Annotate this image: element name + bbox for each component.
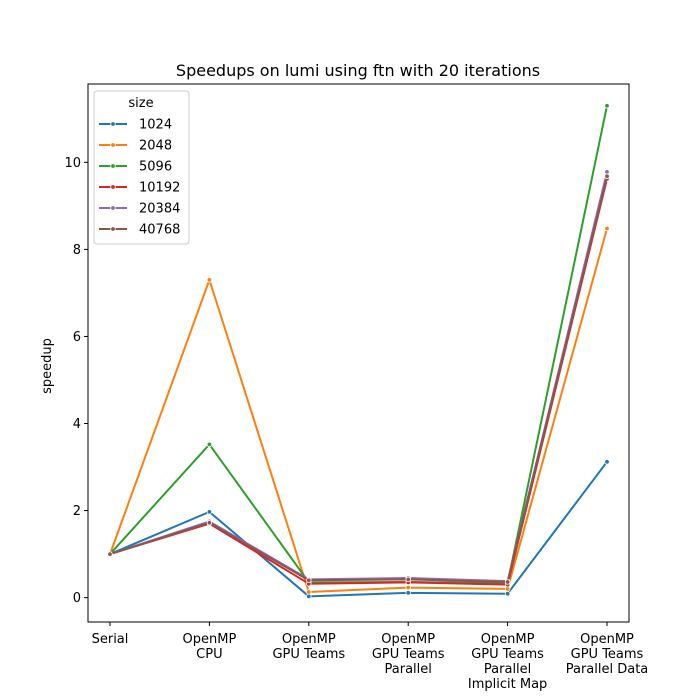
y-tick-label: 4	[73, 417, 81, 432]
legend-entry: 2048	[99, 139, 172, 154]
data-point	[405, 576, 411, 583]
data-point	[604, 459, 610, 465]
legend-swatch-marker	[110, 205, 116, 211]
legend-swatch-marker	[110, 142, 116, 148]
x-tick-label-line: OpenMP	[183, 632, 237, 647]
x-tick-label: OpenMP GPU Teams Parallel Implicit Map	[468, 632, 547, 692]
legend-swatch-marker	[110, 121, 116, 127]
legend-label: 20384	[139, 202, 180, 217]
data-point	[107, 551, 113, 557]
series-40768	[107, 173, 610, 585]
data-point	[306, 577, 312, 583]
x-tick-label: OpenMP GPU Teams	[272, 632, 345, 662]
data-point	[206, 520, 213, 526]
series-2048	[107, 225, 610, 595]
y-axis-label: speedup	[40, 338, 55, 394]
legend-entry: 1024	[99, 118, 172, 133]
data-point	[306, 589, 312, 595]
x-tick-label-line: OpenMP	[481, 632, 535, 647]
legend-label: 2048	[139, 139, 172, 154]
legend-entry: 40768	[99, 223, 180, 238]
data-point	[604, 169, 610, 175]
x-tick-label: OpenMP GPU Teams Parallel	[372, 632, 445, 677]
legend-entry: 20384	[99, 202, 180, 217]
x-tick-label-line: Implicit Map	[468, 677, 547, 692]
legend-label: 10192	[139, 181, 180, 196]
y-tick-label: 6	[73, 330, 81, 345]
x-tick-label-line: OpenMP	[580, 632, 634, 647]
x-tick-label-line: OpenMP	[381, 632, 435, 647]
legend: size 1024 2048 5096 10192 20384 40768	[93, 90, 190, 245]
legend-entry: 5096	[99, 160, 172, 175]
x-tick-label-line: CPU	[196, 647, 222, 662]
legend-label: 1024	[139, 118, 172, 133]
chart-title: Speedups on lumi using ftn with 20 itera…	[176, 61, 540, 80]
x-tick-label-line: Parallel	[484, 662, 531, 677]
y-tick-label: 8	[73, 243, 81, 258]
x-tick-label-line: GPU Teams	[272, 647, 345, 662]
data-point	[504, 586, 511, 592]
y-tick-label: 0	[73, 591, 81, 606]
legend-title: size	[128, 96, 153, 111]
legend-swatch-marker	[110, 163, 116, 169]
y-tick-label: 2	[73, 504, 81, 519]
legend-label: 40768	[139, 223, 180, 238]
y-tick-label: 10	[64, 156, 81, 171]
x-tick-label: Serial	[92, 632, 129, 647]
plot-frame	[87, 83, 630, 623]
legend-box	[93, 90, 190, 245]
x-tick-label-line: GPU Teams	[571, 647, 644, 662]
legend-swatch-marker	[110, 184, 116, 190]
x-tick-label-line: GPU Teams	[471, 647, 544, 662]
data-point	[405, 590, 411, 596]
x-tick-label-line: Parallel Data	[566, 662, 649, 677]
data-point	[206, 509, 213, 515]
legend-swatch-marker	[110, 226, 116, 232]
x-tick-label-line: Serial	[92, 632, 129, 647]
x-tick-label: OpenMP GPU Teams Parallel Data	[566, 632, 649, 677]
series-line	[109, 228, 608, 593]
x-tick-label-line: Parallel	[385, 662, 432, 677]
series-line	[109, 176, 608, 583]
data-point	[504, 579, 511, 585]
data-point	[206, 277, 213, 283]
series-layer	[107, 103, 610, 600]
legend-label: 5096	[139, 160, 172, 175]
legend-entry: 10192	[99, 181, 180, 196]
data-point	[604, 103, 610, 109]
series-line	[109, 461, 608, 598]
x-tick-label: OpenMP CPU	[183, 632, 237, 662]
y-axis: 0 2 4 6 8 10	[64, 156, 88, 606]
data-point	[405, 584, 411, 591]
data-point	[604, 225, 610, 232]
x-tick-label-line: OpenMP	[282, 632, 336, 647]
data-point	[206, 441, 213, 448]
data-point	[306, 593, 312, 600]
x-tick-label-line: GPU Teams	[372, 647, 445, 662]
data-point	[504, 591, 511, 597]
data-point	[604, 173, 610, 179]
